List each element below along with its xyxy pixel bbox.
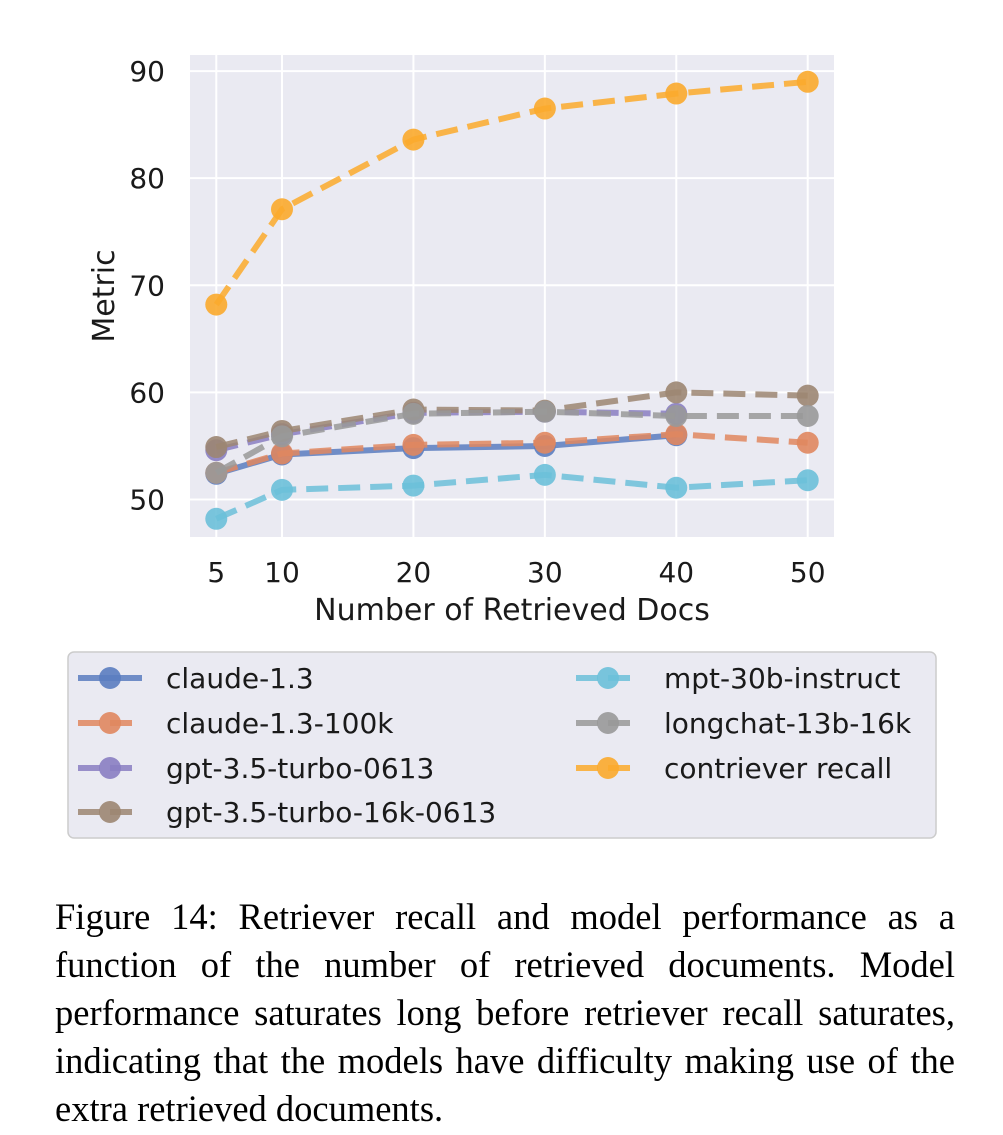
data-point — [665, 381, 688, 404]
plot-area — [190, 55, 834, 537]
legend-marker — [99, 757, 121, 779]
legend-label: contriever recall — [664, 752, 892, 785]
data-point — [271, 425, 293, 448]
data-point — [796, 404, 819, 427]
series-line — [214, 408, 808, 476]
data-point — [402, 433, 425, 456]
series-mpt-30b-instruct — [205, 463, 819, 530]
x-tick-label: 5 — [207, 556, 225, 589]
data-point — [271, 442, 293, 465]
legend-box — [67, 651, 937, 839]
data-point — [205, 461, 228, 484]
legend-item-claude-1-3: claude-1.3 — [78, 662, 314, 695]
series-layer — [205, 70, 819, 530]
y-tick-labels: 50 60 70 80 90 — [129, 55, 165, 516]
legend-item-mpt-30b-instruct: mpt-30b-instruct — [576, 662, 900, 695]
x-tick-label: 40 — [658, 556, 694, 589]
x-axis-label: Number of Retrieved Docs — [314, 593, 710, 628]
legend-label: longchat-13b-16k — [664, 707, 912, 740]
data-point — [402, 402, 425, 425]
legend-marker — [597, 667, 619, 689]
legend-label: mpt-30b-instruct — [664, 662, 900, 695]
series-line — [213, 78, 808, 307]
y-tick-label: 80 — [129, 162, 165, 195]
data-point — [533, 400, 556, 423]
data-point — [665, 404, 688, 427]
line-chart: 5 10 20 30 40 50 50 60 70 80 90 Number of Retriev… — [67, 55, 937, 839]
legend: claude-1.3 claude-1.3-100k gpt-3.5-turbo-0… — [67, 651, 937, 839]
data-point — [271, 478, 293, 501]
y-tick-label: 90 — [129, 55, 165, 88]
data-point — [796, 70, 819, 93]
y-axis-label: Metric — [87, 249, 122, 342]
legend-label: gpt-3.5-turbo-16k-0613 — [166, 796, 496, 829]
legend-item-longchat-13b-16k: longchat-13b-16k — [576, 707, 912, 740]
legend-marker — [99, 712, 121, 734]
y-tick-label: 70 — [129, 269, 165, 302]
legend-item-gpt-3-5-turbo-0613: gpt-3.5-turbo-0613 — [78, 752, 434, 785]
figure-caption: Figure 14: Retriever recall and model pe… — [55, 896, 955, 1129]
data-point — [533, 463, 556, 486]
x-tick-label: 30 — [527, 556, 563, 589]
legend-marker — [99, 801, 121, 823]
legend-label: claude-1.3-100k — [166, 707, 394, 740]
data-point — [796, 469, 819, 492]
data-point — [665, 476, 688, 499]
data-point — [402, 128, 425, 151]
data-point — [271, 198, 293, 221]
series-line — [215, 471, 808, 522]
legend-label: claude-1.3 — [166, 662, 314, 695]
data-point — [665, 423, 688, 446]
legend-item-gpt-3-5-turbo-16k-0613: gpt-3.5-turbo-16k-0613 — [78, 796, 496, 829]
data-point — [205, 293, 228, 316]
data-point — [205, 507, 228, 530]
data-point — [402, 474, 425, 497]
y-tick-label: 50 — [129, 484, 165, 517]
data-point — [665, 82, 688, 105]
legend-marker — [99, 667, 121, 689]
legend-item-contriever-recall: contriever recall — [576, 752, 892, 785]
legend-marker — [597, 757, 619, 779]
data-point — [533, 431, 556, 454]
legend-label: gpt-3.5-turbo-0613 — [166, 752, 434, 785]
x-tick-label: 20 — [396, 556, 432, 589]
series-line — [215, 431, 808, 476]
legend-item-claude-1-3-100k: claude-1.3-100k — [78, 707, 394, 740]
data-point — [796, 384, 819, 407]
series-contriever-recall — [205, 70, 819, 316]
data-point — [533, 97, 556, 120]
series-longchat-13b-16k — [205, 400, 819, 484]
x-tick-label: 50 — [790, 556, 826, 589]
x-tick-labels: 5 10 20 30 40 50 — [207, 556, 825, 589]
data-point — [796, 431, 819, 454]
y-tick-label: 60 — [129, 376, 165, 409]
data-point — [205, 436, 228, 459]
legend-items: claude-1.3 claude-1.3-100k gpt-3.5-turbo-0… — [78, 662, 912, 829]
x-tick-label: 10 — [264, 556, 300, 589]
legend-marker — [597, 712, 619, 734]
